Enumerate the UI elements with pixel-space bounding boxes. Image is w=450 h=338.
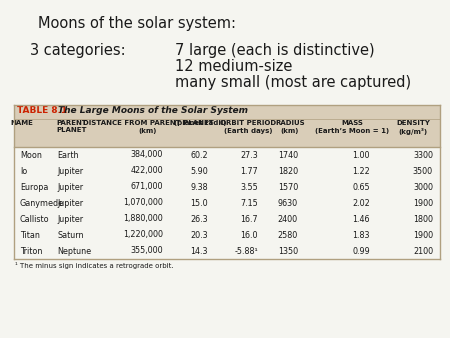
Text: DISTANCE FROM PARENT PLANET
(km): DISTANCE FROM PARENT PLANET (km) [83,120,213,134]
Text: MASS
(Earth’s Moon = 1): MASS (Earth’s Moon = 1) [315,120,389,134]
Text: ORBIT PERIOD
(Earth days): ORBIT PERIOD (Earth days) [220,120,276,134]
Text: Neptune: Neptune [57,246,91,256]
Text: Jupiter: Jupiter [57,215,83,223]
Text: Jupiter: Jupiter [57,167,83,175]
Text: 16.0: 16.0 [240,231,258,240]
Text: 1.83: 1.83 [352,231,370,240]
Text: 60.2: 60.2 [190,150,208,160]
Text: 3 categories:: 3 categories: [30,43,126,58]
Text: Io: Io [20,167,27,175]
Text: Triton: Triton [20,246,42,256]
Text: ¹ The minus sign indicates a retrograde orbit.: ¹ The minus sign indicates a retrograde … [15,262,174,269]
Text: 15.0: 15.0 [190,198,208,208]
Text: RADIUS
(km): RADIUS (km) [275,120,305,134]
Text: 1350: 1350 [278,246,298,256]
Text: 1800: 1800 [413,215,433,223]
Text: Jupiter: Jupiter [57,183,83,192]
Text: 1900: 1900 [413,231,433,240]
Text: 0.99: 0.99 [352,246,370,256]
Text: 1900: 1900 [413,198,433,208]
Text: -5.88¹: -5.88¹ [234,246,258,256]
Text: 1570: 1570 [278,183,298,192]
Text: Moon: Moon [20,150,42,160]
Text: 1,070,000: 1,070,000 [123,198,163,208]
Text: 3300: 3300 [413,150,433,160]
Text: Saturn: Saturn [57,231,84,240]
Text: 1.46: 1.46 [352,215,370,223]
Text: 1.77: 1.77 [240,167,258,175]
Text: 16.7: 16.7 [240,215,258,223]
Text: 0.65: 0.65 [352,183,370,192]
Text: 27.3: 27.3 [240,150,258,160]
Bar [14,119,440,147]
Text: TABLE 8.1: TABLE 8.1 [17,106,67,115]
Text: Earth: Earth [57,150,78,160]
Text: 1,220,000: 1,220,000 [123,231,163,240]
Text: 7.15: 7.15 [240,198,258,208]
Text: Jupiter: Jupiter [57,198,83,208]
Text: 2400: 2400 [278,215,298,223]
Text: 3.55: 3.55 [240,183,258,192]
Text: Callisto: Callisto [20,215,50,223]
Text: Ganymede: Ganymede [20,198,64,208]
Text: 355,000: 355,000 [130,246,163,256]
Text: PARENT
PLANET: PARENT PLANET [57,120,87,134]
Text: 2100: 2100 [413,246,433,256]
Text: NAME: NAME [10,120,33,126]
Text: (planet radii): (planet radii) [174,120,226,126]
Text: many small (most are captured): many small (most are captured) [175,75,411,90]
Text: 14.3: 14.3 [190,246,208,256]
Text: DENSITY
(kg/m³): DENSITY (kg/m³) [396,120,430,135]
Text: Titan: Titan [20,231,40,240]
Text: 2.02: 2.02 [352,198,370,208]
Text: 20.3: 20.3 [190,231,208,240]
Text: 671,000: 671,000 [130,183,163,192]
Text: 9.38: 9.38 [190,183,208,192]
Text: 1,880,000: 1,880,000 [123,215,163,223]
Text: 3000: 3000 [413,183,433,192]
Text: 1820: 1820 [278,167,298,175]
Text: 422,000: 422,000 [130,167,163,175]
Text: Europa: Europa [20,183,49,192]
Text: 1.22: 1.22 [352,167,370,175]
Text: 1740: 1740 [278,150,298,160]
Text: 384,000: 384,000 [130,150,163,160]
Text: 2580: 2580 [278,231,298,240]
Text: 26.3: 26.3 [190,215,208,223]
Text: 12 medium-size: 12 medium-size [175,59,292,74]
Text: The Large Moons of the Solar System: The Large Moons of the Solar System [58,106,248,115]
Text: 1.00: 1.00 [352,150,370,160]
Text: 3500: 3500 [413,167,433,175]
Text: Moons of the solar system:: Moons of the solar system: [38,16,236,31]
Bar [14,105,440,119]
Text: 9630: 9630 [278,198,298,208]
Text: 7 large (each is distinctive): 7 large (each is distinctive) [175,43,374,58]
Text: 5.90: 5.90 [190,167,208,175]
